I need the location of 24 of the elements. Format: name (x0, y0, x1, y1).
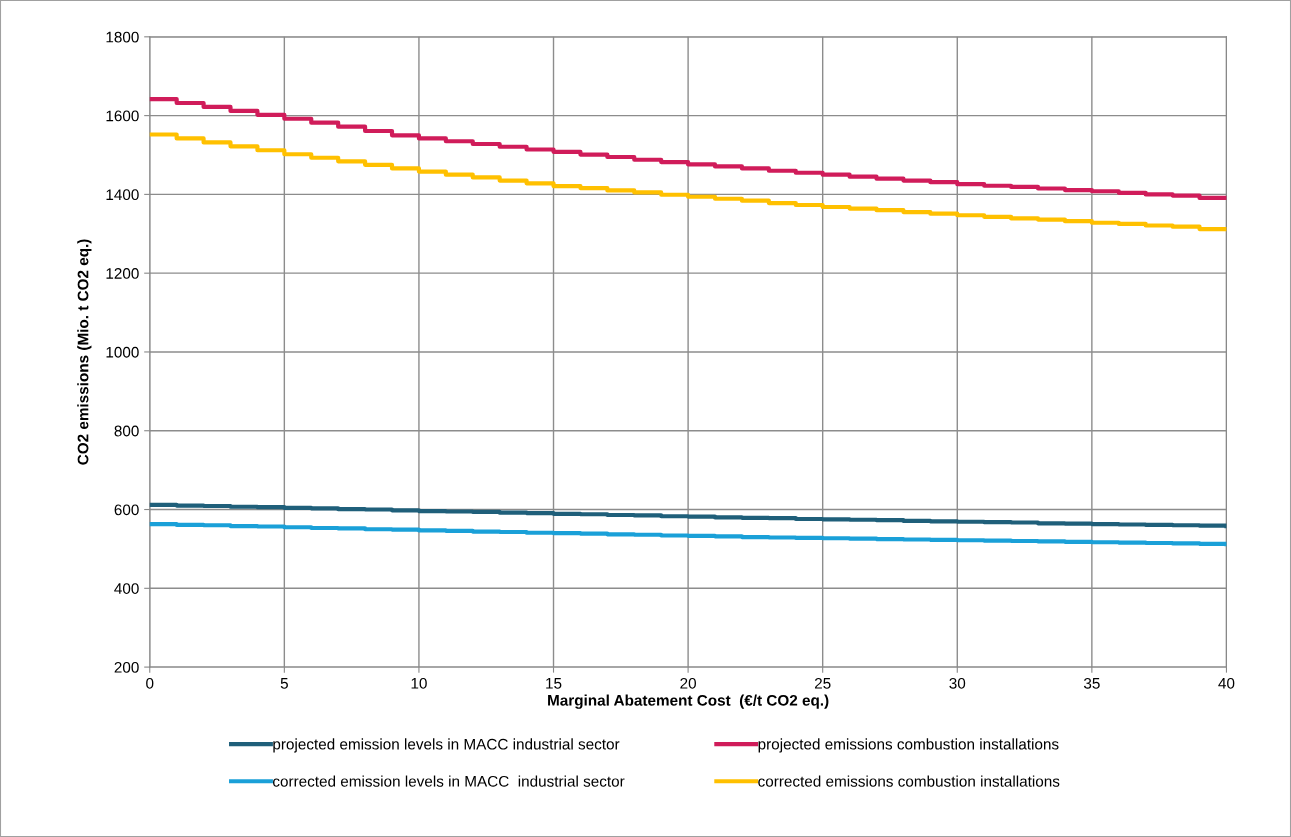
legend-label: projected emission levels in MACC industrial sector (273, 738, 620, 753)
x-tick-label: 30 (949, 677, 966, 689)
x-tick-label: 20 (680, 677, 696, 689)
y-axis-title: CO2 emissions (Mio. t CO2 eq.) (77, 239, 92, 465)
y-tick-label: 1200 (106, 268, 139, 279)
x-tick-label: 0 (146, 677, 154, 689)
y-tick-label: 200 (114, 661, 139, 673)
legend-label: projected emissions combustion installations (758, 738, 1059, 753)
x-tick-label: 5 (280, 678, 288, 689)
y-tick-label: 400 (114, 583, 139, 594)
x-tick-label: 10 (411, 677, 427, 689)
x-tick-label: 25 (814, 677, 831, 689)
legend-label: corrected emission levels in MACC industrial sector (273, 775, 625, 787)
y-tick-label: 600 (114, 504, 139, 516)
y-tick-label: 1800 (106, 31, 139, 43)
y-tick-label: 1000 (106, 346, 139, 358)
y-tick-label: 1400 (106, 189, 139, 201)
x-tick-label: 35 (1083, 677, 1100, 689)
x-axis-title: Marginal Abatement Cost (€/t CO2 eq.) (548, 694, 829, 709)
legend-label: corrected emissions combustion installations (758, 775, 1060, 787)
x-tick-label: 15 (546, 678, 562, 689)
y-tick-label: 1600 (106, 110, 139, 122)
x-tick-label: 40 (1218, 677, 1235, 689)
y-tick-label: 800 (114, 425, 139, 437)
